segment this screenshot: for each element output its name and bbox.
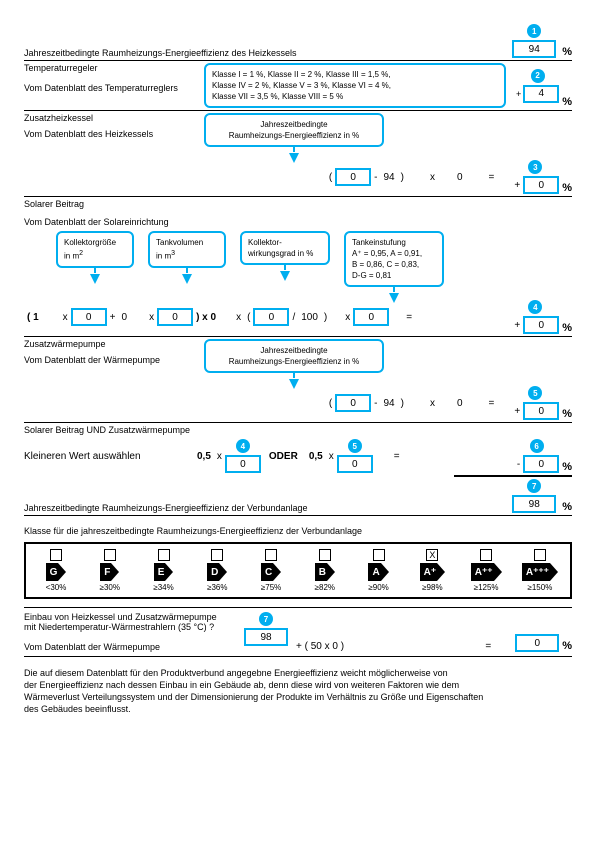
badge-5: 5 (528, 386, 542, 400)
class-B[interactable]: B ≥82% (300, 549, 350, 592)
badge-4b: 4 (236, 439, 250, 453)
label-smaller: Kleineren Wert auswählen (24, 451, 194, 462)
box-collector-size: Kollektorgröße in m2 (56, 231, 134, 268)
solar-v3: 0 (253, 308, 289, 326)
box-collector-eff: Kollektor- wirkungsgrad in % (240, 231, 330, 265)
class-checkbox[interactable]: X (426, 549, 438, 561)
class-threshold: ≥34% (153, 583, 173, 592)
label-aux-boiler-sub: Vom Datenblatt des Heizkessels (24, 129, 204, 139)
label-aux-hp-sub: Vom Datenblatt der Wärmepumpe (24, 355, 204, 365)
box-tank-class: Tankeinstufung A⁺ = 0,95, A = 0,91, B = … (344, 231, 444, 287)
class-checkbox[interactable] (158, 549, 170, 561)
class-checkbox[interactable] (211, 549, 223, 561)
class-threshold: <30% (46, 583, 67, 592)
class-checkbox[interactable] (534, 549, 546, 561)
box-aux-eff: Jahreszeitbedingte Raumheizungs-Energiee… (204, 113, 384, 147)
value-5b: 0 (337, 455, 373, 473)
value-4b: 0 (225, 455, 261, 473)
class-checkbox[interactable] (104, 549, 116, 561)
class-F[interactable]: F ≥30% (85, 549, 135, 592)
label-aux-boiler: Zusatzheizkessel (24, 113, 204, 123)
value-3: 0 (523, 176, 559, 194)
label-boiler-efficiency: Jahreszeitbedingte Raumheizungs-Energiee… (24, 48, 512, 58)
solar-v2: 0 (157, 308, 193, 326)
value-1: 94 (512, 40, 556, 58)
badge-5b: 5 (348, 439, 362, 453)
class-tag: A⁺ (420, 563, 446, 581)
class-D[interactable]: D ≥36% (192, 549, 242, 592)
class-threshold: ≥36% (207, 583, 227, 592)
class-G[interactable]: G <30% (31, 549, 81, 592)
class-tag: A⁺⁺⁺ (522, 563, 558, 581)
class-tag: D (207, 563, 227, 581)
badge-1: 1 (527, 24, 541, 38)
value-7b: 98 (244, 628, 288, 646)
value-2: 4 (523, 85, 559, 103)
class-tag: B (315, 563, 335, 581)
footnote: Die auf diesem Datenblatt für den Produk… (24, 667, 572, 715)
value-8: 0 (515, 634, 559, 652)
class-threshold: ≥90% (368, 583, 388, 592)
label-solar-and-hp: Solarer Beitrag UND Zusatzwärmepumpe (24, 425, 572, 435)
solar-v1: 0 (71, 308, 107, 326)
badge-3: 3 (528, 160, 542, 174)
class-A[interactable]: A ≥90% (354, 549, 404, 592)
class-checkbox[interactable] (480, 549, 492, 561)
class-checkbox[interactable] (265, 549, 277, 561)
class-checkbox[interactable] (50, 549, 62, 561)
badge-7b: 7 (259, 612, 273, 626)
value-5-input: 0 (335, 394, 371, 412)
label-classes: Klasse für die jahreszeitbedingte Raumhe… (24, 526, 572, 536)
class-tag: E (154, 563, 174, 581)
label-lowtemp-sub: Vom Datenblatt der Wärmepumpe (24, 642, 244, 652)
badge-4: 4 (528, 300, 542, 314)
class-checkbox[interactable] (319, 549, 331, 561)
value-7: 98 (512, 495, 556, 513)
class-tag: F (100, 563, 119, 581)
class-threshold: ≥98% (422, 583, 442, 592)
class-E[interactable]: E ≥34% (139, 549, 189, 592)
class-threshold: ≥125% (474, 583, 499, 592)
value-3-input: 0 (335, 168, 371, 186)
class-A⁺[interactable]: X A⁺ ≥98% (407, 549, 457, 592)
class-A⁺⁺[interactable]: A⁺⁺ ≥125% (461, 549, 511, 592)
badge-2: 2 (531, 69, 545, 83)
label-lowtemp2: mit Niedertemperatur-Wärmestrahlern (35 … (24, 622, 244, 632)
label-aux-hp: Zusatzwärmepumpe (24, 339, 204, 349)
label-lowtemp1: Einbau von Heizkessel und Zusatzwärmepum… (24, 612, 244, 622)
class-tag: C (261, 563, 281, 581)
class-checkbox[interactable] (373, 549, 385, 561)
label-solar-sub: Vom Datenblatt der Solareinrichtung (24, 217, 572, 227)
class-A⁺⁺⁺[interactable]: A⁺⁺⁺ ≥150% (515, 549, 565, 592)
label-t-reg: Temperaturregeler (24, 63, 204, 73)
value-4: 0 (523, 316, 559, 334)
solar-z: 0 (353, 308, 389, 326)
label-package-eff: Jahreszeitbedingte Raumheizungs-Energiee… (24, 503, 512, 513)
class-selector: G <30% F ≥30% E ≥34% D ≥36% C ≥75% B ≥82% A ≥90% X A⁺ ≥9… (24, 542, 572, 599)
class-tag: A (368, 563, 388, 581)
badge-7: 7 (527, 479, 541, 493)
class-threshold: ≥82% (315, 583, 335, 592)
class-tag: G (46, 563, 67, 581)
badge-6: 6 (530, 439, 544, 453)
value-6: 0 (523, 455, 559, 473)
value-5: 0 (523, 402, 559, 420)
label-solar: Solarer Beitrag (24, 199, 572, 209)
class-threshold: ≥30% (100, 583, 120, 592)
class-C[interactable]: C ≥75% (246, 549, 296, 592)
class-threshold: ≥75% (261, 583, 281, 592)
pct: % (562, 46, 572, 58)
box-classes: Klasse I = 1 %, Klasse II = 2 %, Klasse … (204, 63, 506, 108)
class-tag: A⁺⁺ (471, 563, 502, 581)
box-tank-vol: Tankvolumen in m3 (148, 231, 226, 268)
class-threshold: ≥150% (527, 583, 552, 592)
box-hp-eff: Jahreszeitbedingte Raumheizungs-Energiee… (204, 339, 384, 373)
label-t-reg-sub: Vom Datenblatt des Temperaturreglers (24, 83, 204, 93)
